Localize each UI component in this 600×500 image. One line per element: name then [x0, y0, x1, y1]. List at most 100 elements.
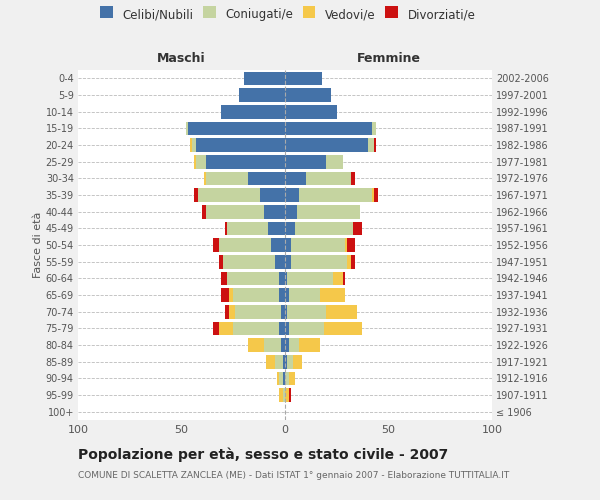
Bar: [188, 122, 285, 135]
Bar: [285, 272, 287, 285]
Bar: [225, 305, 229, 318]
Bar: [275, 355, 283, 368]
Bar: [368, 138, 374, 152]
Bar: [227, 222, 268, 235]
Bar: [229, 288, 233, 302]
Bar: [229, 305, 235, 318]
Text: Femmine: Femmine: [356, 52, 421, 65]
Bar: [283, 355, 285, 368]
Bar: [192, 138, 196, 152]
Bar: [221, 288, 229, 302]
Bar: [277, 372, 279, 385]
Bar: [347, 255, 351, 268]
Bar: [285, 372, 289, 385]
Bar: [285, 322, 289, 335]
Bar: [289, 388, 291, 402]
Bar: [206, 205, 265, 218]
Bar: [271, 238, 285, 252]
Bar: [287, 305, 326, 318]
Bar: [374, 138, 376, 152]
Bar: [285, 138, 368, 152]
Bar: [204, 172, 206, 185]
Bar: [374, 188, 378, 202]
Bar: [275, 255, 285, 268]
Bar: [285, 155, 326, 168]
Bar: [289, 288, 320, 302]
Bar: [283, 388, 285, 402]
Bar: [291, 238, 345, 252]
Bar: [285, 288, 289, 302]
Bar: [185, 122, 188, 135]
Bar: [285, 222, 295, 235]
Bar: [206, 155, 285, 168]
Bar: [279, 388, 283, 402]
Bar: [196, 138, 285, 152]
Bar: [326, 155, 343, 168]
Bar: [248, 172, 285, 185]
Bar: [326, 305, 358, 318]
Bar: [320, 288, 345, 302]
Bar: [221, 272, 227, 285]
Bar: [244, 72, 285, 85]
Bar: [285, 122, 372, 135]
Bar: [190, 138, 192, 152]
Text: COMUNE DI SCALETTA ZANCLEA (ME) - Dati ISTAT 1° gennaio 2007 - Elaborazione TUTT: COMUNE DI SCALETTA ZANCLEA (ME) - Dati I…: [78, 471, 509, 480]
Bar: [196, 155, 206, 168]
Legend: Celibi/Nubili, Coniugati/e, Vedovi/e, Divorziati/e: Celibi/Nubili, Coniugati/e, Vedovi/e, Di…: [100, 8, 476, 22]
Bar: [212, 322, 219, 335]
Bar: [347, 238, 355, 252]
Bar: [285, 72, 322, 85]
Bar: [289, 372, 295, 385]
Bar: [281, 305, 285, 318]
Bar: [343, 272, 345, 285]
Bar: [281, 338, 285, 352]
Bar: [239, 88, 285, 102]
Bar: [289, 338, 299, 352]
Bar: [266, 355, 275, 368]
Bar: [219, 238, 271, 252]
Bar: [285, 188, 299, 202]
Bar: [372, 188, 374, 202]
Bar: [248, 338, 265, 352]
Bar: [353, 222, 362, 235]
Bar: [293, 355, 302, 368]
Bar: [351, 172, 355, 185]
Bar: [285, 338, 289, 352]
Bar: [285, 88, 331, 102]
Text: Maschi: Maschi: [157, 52, 206, 65]
Bar: [265, 205, 285, 218]
Bar: [219, 255, 223, 268]
Bar: [233, 322, 279, 335]
Bar: [289, 322, 325, 335]
Bar: [223, 255, 275, 268]
Text: Popolazione per età, sesso e stato civile - 2007: Popolazione per età, sesso e stato civil…: [78, 448, 448, 462]
Bar: [268, 222, 285, 235]
Bar: [325, 322, 362, 335]
Bar: [198, 188, 260, 202]
Bar: [291, 255, 347, 268]
Bar: [194, 188, 198, 202]
Bar: [345, 238, 347, 252]
Bar: [279, 288, 285, 302]
Bar: [295, 222, 353, 235]
Bar: [372, 122, 376, 135]
Bar: [285, 305, 287, 318]
Bar: [285, 205, 298, 218]
Bar: [219, 322, 233, 335]
Bar: [221, 105, 285, 118]
Bar: [299, 338, 320, 352]
Bar: [194, 155, 196, 168]
Bar: [233, 288, 279, 302]
Bar: [283, 372, 285, 385]
Bar: [298, 205, 359, 218]
Bar: [225, 222, 227, 235]
Bar: [285, 172, 306, 185]
Bar: [299, 188, 372, 202]
Bar: [227, 272, 279, 285]
Bar: [285, 355, 287, 368]
Bar: [351, 255, 355, 268]
Bar: [235, 305, 281, 318]
Bar: [285, 105, 337, 118]
Bar: [202, 205, 206, 218]
Bar: [285, 238, 291, 252]
